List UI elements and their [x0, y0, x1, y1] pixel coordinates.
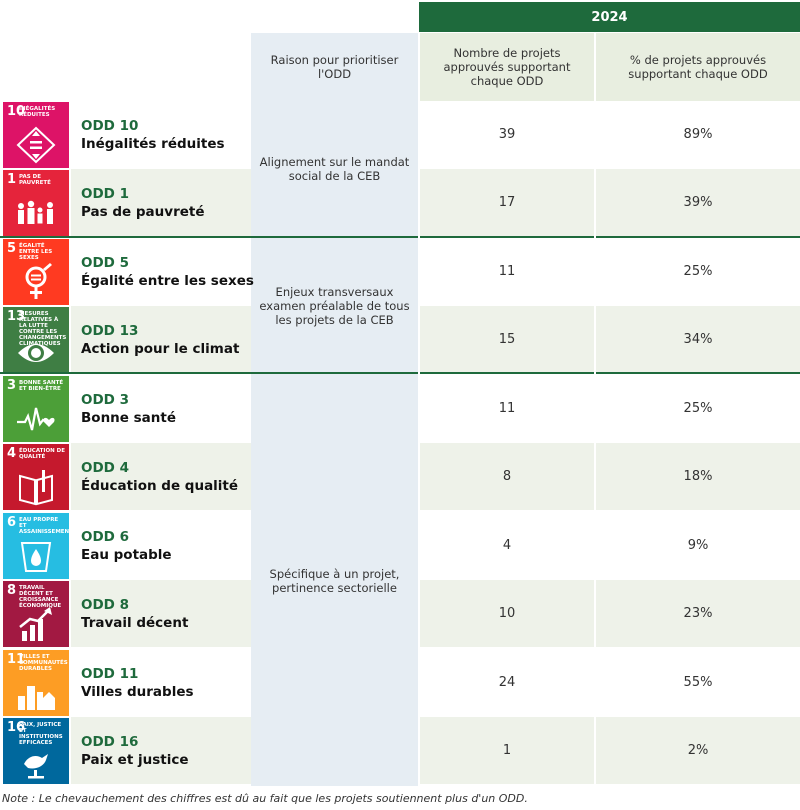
climate-action-icon [18, 344, 54, 362]
project-percentage: 9% [687, 538, 709, 553]
group-separator [0, 236, 800, 238]
sdg-name: Éducation de qualité [81, 478, 239, 494]
sdg-code: ODD 1 [81, 186, 129, 202]
sdg-name: Eau potable [81, 547, 172, 563]
sdg-tile: 5 Égalité entre les sexes [3, 239, 69, 305]
sdg-name: Action pour le climat [81, 341, 240, 357]
table-row: 16 Paix, justice et institutions efficace… [0, 717, 800, 784]
project-count: 4 [502, 538, 512, 553]
project-percentage: 18% [683, 469, 713, 484]
header-count: Nombre de projets approuvés supportant c… [420, 33, 594, 101]
sdg-name: Travail décent [81, 615, 189, 631]
project-count: 24 [498, 675, 516, 690]
table-row: 3 Bonne santé et bien-être ODD 3 Bonne sa… [0, 375, 800, 442]
project-count: 1 [502, 743, 512, 758]
reason-group-2: Enjeux transversaux examen préalable de … [259, 285, 410, 327]
decent-work-icon [19, 607, 52, 641]
table-row: 13 Mesures relatives à la lutte contre le… [0, 306, 800, 373]
sdg-code: ODD 11 [81, 666, 139, 682]
table-row: 8 Travail décent et croissance économique… [0, 580, 800, 647]
sustainable-cities-icon [18, 686, 55, 710]
sdg-name: Pas de pauvreté [81, 204, 205, 220]
no-poverty-icon [18, 200, 53, 224]
reason-group-1: Alignement sur le mandat social de la CE… [259, 155, 410, 183]
table-row: 1 Pas de pauvreté ODD 1 Pas de pauvreté 1… [0, 169, 800, 236]
sdg-tile: 10 Inégalités réduites [3, 102, 69, 168]
gender-equality-icon [25, 263, 52, 299]
project-percentage: 25% [683, 401, 713, 416]
sdg-code: ODD 10 [81, 118, 139, 134]
project-count: 8 [502, 469, 512, 484]
clean-water-icon [20, 542, 52, 572]
table-row: 5 Égalité entre les sexes ODD 5 Égalité e… [0, 238, 800, 305]
header-reason: Raison pour prioritiser l'ODD [251, 33, 418, 101]
project-percentage: 23% [683, 606, 713, 621]
sdg-code: ODD 13 [81, 323, 139, 339]
project-count: 11 [498, 401, 516, 416]
sdg-code: ODD 4 [81, 460, 129, 476]
sdg-name: Égalité entre les sexes [81, 273, 254, 289]
column-divider [418, 33, 420, 786]
peace-justice-icon [24, 754, 48, 779]
table-row: 10 Inégalités réduites ODD 10 Inégalités … [0, 101, 800, 168]
sdg-tile: 13 Mesures relatives à la lutte contre le… [3, 307, 69, 373]
sdg-code: ODD 6 [81, 529, 129, 545]
sdg-code: ODD 5 [81, 255, 129, 271]
footnote: Note : Le chevauchement des chiffres est… [2, 792, 528, 805]
header-percentage: % de projets approuvés supportant chaque… [596, 33, 800, 101]
project-percentage: 25% [683, 264, 713, 279]
project-percentage: 89% [683, 127, 713, 142]
table-row: 4 Éducation de qualité ODD 4 Éducation de… [0, 443, 800, 510]
sdg-tile: 8 Travail décent et croissance économique [3, 581, 69, 647]
table-row: 6 Eau propre et assainissement ODD 6 Eau … [0, 512, 800, 579]
quality-education-icon [19, 470, 53, 506]
project-count: 10 [498, 606, 516, 621]
project-percentage: 2% [687, 743, 709, 758]
good-health-icon [17, 407, 55, 431]
column-divider [594, 33, 596, 786]
group-separator [0, 372, 800, 374]
project-count: 17 [498, 195, 516, 210]
project-percentage: 34% [683, 332, 713, 347]
project-percentage: 39% [683, 195, 713, 210]
sdg-tile: 11 Villes et communautés durables [3, 650, 69, 716]
project-count: 11 [498, 264, 516, 279]
year-header: 2024 [419, 2, 800, 32]
table-row: 11 Villes et communautés durables ODD 11 … [0, 649, 800, 716]
sdg-name: Villes durables [81, 684, 194, 700]
sdg-tile: 1 Pas de pauvreté [3, 170, 69, 236]
sdg-tile: 16 Paix, justice et institutions efficace… [3, 718, 69, 784]
sdg-name: Bonne santé [81, 410, 177, 426]
sdg-code: ODD 16 [81, 734, 139, 750]
project-percentage: 55% [683, 675, 713, 690]
sdg-code: ODD 8 [81, 597, 129, 613]
reduced-inequalities-icon [16, 126, 56, 164]
sdg-tile: 4 Éducation de qualité [3, 444, 69, 510]
project-count: 39 [498, 127, 516, 142]
sdg-name: Paix et justice [81, 752, 189, 768]
sdg-code: ODD 3 [81, 392, 129, 408]
sdg-tile: 6 Eau propre et assainissement [3, 513, 69, 579]
reason-column [251, 101, 418, 786]
reason-group-3: Spécifique à un projet, pertinence secto… [269, 567, 400, 595]
project-count: 15 [498, 332, 516, 347]
sdg-tile: 3 Bonne santé et bien-être [3, 376, 69, 442]
sdg-name: Inégalités réduites [81, 136, 225, 152]
